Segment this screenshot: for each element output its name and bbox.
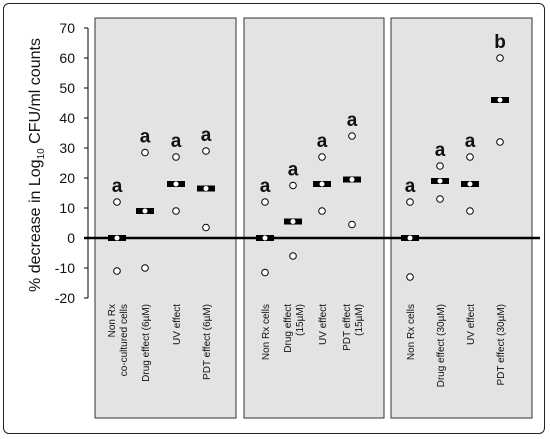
data-point [202,223,210,232]
data-point [202,147,210,155]
data-point [289,181,297,190]
y-tick-label: 30 [59,140,75,156]
median-dot [437,178,443,184]
data-point [436,195,444,203]
median-dot [407,235,413,241]
y-tick-label: 40 [59,110,75,126]
data-point [113,198,121,206]
y-axis: 70 60 50 40 30 20 10 0 -10 -20 [55,20,89,306]
y-axis-label-subscript: 10 [36,148,47,160]
median-dot [142,208,148,214]
data-point [261,268,269,277]
significance-letter: a [317,131,328,152]
significance-letter: a [201,125,212,146]
y-axis-label: % decrease in Log10 CFU/ml counts [27,38,47,292]
y-tick-label: 0 [67,230,75,246]
data-point [406,198,414,206]
category-label: Drug effect (30µM) [436,304,447,387]
data-point [318,207,326,215]
data-point [113,267,121,275]
category-label: PDT effect (6µM) [202,304,213,380]
y-tick-label: 20 [59,170,75,186]
significance-letter: a [140,127,151,148]
data-point [289,252,297,260]
significance-letter: a [405,176,416,197]
category-label: (15µM) [295,304,306,336]
category-label: Non Rx cells [406,304,417,360]
panel-2 [243,17,385,419]
significance-letter: b [494,32,506,53]
category-label: Non Rx [107,304,118,337]
data-point [406,273,414,281]
category-label: UV effect [172,304,183,345]
data-point [141,264,149,272]
significance-letter: a [465,131,476,152]
median-dot [290,219,296,224]
data-point [466,207,474,215]
y-axis-label-main: % decrease in Log [27,159,44,292]
category-label: UV effect [466,304,477,345]
y-tick-label: 70 [59,20,75,36]
category-label: Drug effect [283,304,294,353]
data-point [172,153,180,161]
y-tick-label: -10 [55,260,75,276]
significance-letter: a [435,140,446,161]
significance-letter: a [112,176,123,197]
significance-letter: a [347,110,358,131]
significance-letter: a [288,160,299,181]
category-label: PDT effect [342,304,353,351]
data-point [141,148,149,157]
category-label: Drug effect (6µM) [141,304,152,382]
data-point [261,198,269,206]
median-dot [497,97,503,103]
data-point [318,153,326,161]
significance-letter: a [171,131,182,152]
data-point [496,138,504,146]
y-tick-label: 50 [59,80,75,96]
category-label: co-cultured cells [119,304,130,376]
median-dot [203,186,209,191]
data-point [436,162,444,170]
data-point [348,132,356,140]
data-point [496,54,504,62]
median-dot [319,181,325,187]
panels-layer [94,17,533,419]
category-label: Non Rx cells [261,304,272,360]
data-point [348,220,356,229]
median-dot [262,235,268,241]
median-dot [173,181,179,187]
significance-letter: a [260,176,271,197]
y-axis-label-suffix: CFU/ml counts [27,38,44,148]
category-label: PDT effect (30µM) [496,304,507,386]
y-tick-label: -20 [55,290,75,306]
panel-1 [94,17,237,419]
category-label: (15µM) [354,304,365,336]
median-dot [114,235,120,241]
median-dot [467,181,473,187]
category-label: UV effect [318,304,329,345]
y-tick-label: 10 [59,200,75,216]
y-tick-label: 60 [59,50,75,66]
marks-layer: a Non Rx co-cultured cells a Drug effect (6µ… [107,32,509,387]
panel-3 [390,17,533,419]
data-point [466,153,474,161]
data-point [172,207,180,215]
median-dot [349,177,355,182]
